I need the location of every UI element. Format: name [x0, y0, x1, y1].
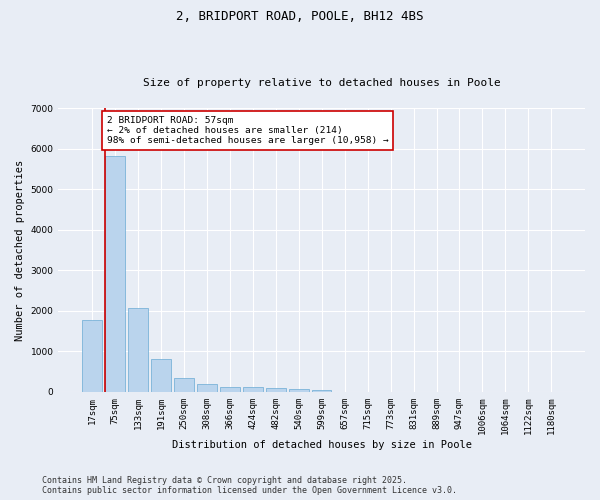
Bar [243, 388, 263, 392]
Bar [266, 388, 286, 392]
Bar [151, 358, 171, 392]
Text: 2, BRIDPORT ROAD, POOLE, BH12 4BS: 2, BRIDPORT ROAD, POOLE, BH12 4BS [176, 10, 424, 23]
Bar [197, 384, 217, 392]
Text: 2 BRIDPORT ROAD: 57sqm
← 2% of detached houses are smaller (214)
98% of semi-det: 2 BRIDPORT ROAD: 57sqm ← 2% of detached … [107, 116, 388, 146]
Title: Size of property relative to detached houses in Poole: Size of property relative to detached ho… [143, 78, 500, 88]
Y-axis label: Number of detached properties: Number of detached properties [15, 160, 25, 340]
X-axis label: Distribution of detached houses by size in Poole: Distribution of detached houses by size … [172, 440, 472, 450]
Bar [174, 378, 194, 392]
Bar [106, 156, 125, 392]
Bar [289, 390, 308, 392]
Bar [220, 387, 239, 392]
Bar [128, 308, 148, 392]
Text: Contains HM Land Registry data © Crown copyright and database right 2025.
Contai: Contains HM Land Registry data © Crown c… [42, 476, 457, 495]
Bar [82, 320, 102, 392]
Bar [312, 390, 331, 392]
